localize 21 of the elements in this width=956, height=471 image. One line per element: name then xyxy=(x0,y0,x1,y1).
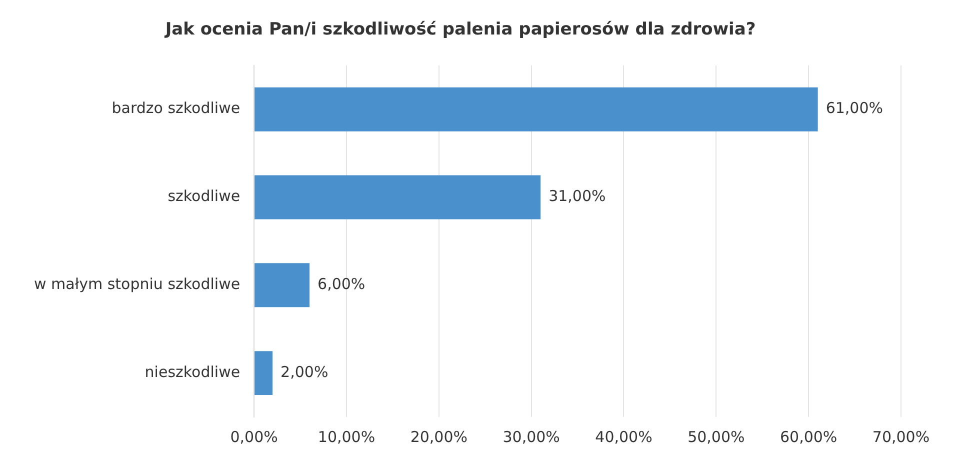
x-tick-label: 10,00% xyxy=(318,428,376,446)
bar xyxy=(254,263,310,308)
chart-title: Jak ocenia Pan/i szkodliwość palenia papierosów dla zdrowia? xyxy=(164,20,756,40)
data-label: 6,00% xyxy=(318,275,366,294)
data-label: 31,00% xyxy=(548,187,606,206)
bar xyxy=(254,175,541,220)
x-tick-label: 70,00% xyxy=(872,428,930,446)
bar xyxy=(254,351,273,396)
y-tick-label: w małym stopniu szkodliwe xyxy=(34,275,240,294)
y-tick-label: szkodliwe xyxy=(168,187,240,206)
data-label: 61,00% xyxy=(826,99,884,118)
x-tick-label: 20,00% xyxy=(410,428,468,446)
y-tick-label: nieszkodliwe xyxy=(144,362,240,381)
x-tick-label: 60,00% xyxy=(780,428,838,446)
bar xyxy=(254,87,818,132)
y-tick-label: bardzo szkodliwe xyxy=(112,99,240,118)
data-label: 2,00% xyxy=(280,362,328,381)
x-tick-label: 40,00% xyxy=(595,428,652,446)
x-tick-label: 0,00% xyxy=(230,428,278,446)
x-tick-label: 30,00% xyxy=(502,428,560,446)
x-tick-label: 50,00% xyxy=(688,428,745,446)
